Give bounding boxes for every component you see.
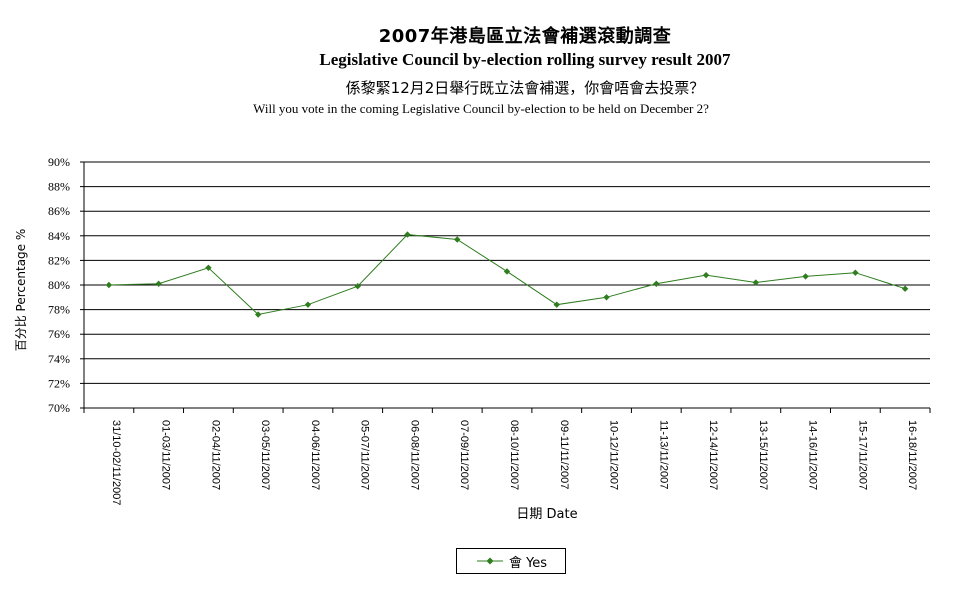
chart-subtitle-zh: 係黎緊12月2日舉行既立法會補選，你會唔會去投票？ <box>345 79 705 97</box>
data-point <box>802 273 809 280</box>
x-tick-label: 01-03/11/2007 <box>160 420 172 490</box>
y-tick-label: 70% <box>48 401 70 415</box>
y-tick-label: 82% <box>48 253 70 267</box>
x-tick-label: 12-14/11/2007 <box>707 420 719 490</box>
x-axis-title: 日期 Date <box>516 507 577 522</box>
x-tick-label: 13-15/11/2007 <box>757 420 769 490</box>
y-tick-label: 86% <box>48 204 70 218</box>
y-axis-title: 百分比 Percentage % <box>14 229 28 352</box>
x-tick-label: 14-16/11/2007 <box>807 420 819 490</box>
legend-series-label: 會 Yes <box>508 555 548 571</box>
data-point <box>901 285 909 292</box>
chart-subtitle-en: Will you vote in the coming Legislative … <box>253 101 709 116</box>
x-tick-label: 02-04/11/2007 <box>209 420 221 490</box>
chart-title-zh: 2007年港島區立法會補選滾動調查 <box>378 26 672 47</box>
legend: 會 Yes <box>456 548 566 574</box>
y-tick-label: 80% <box>48 278 70 292</box>
data-point <box>205 264 212 271</box>
data-point <box>852 269 859 276</box>
y-tick-label: 84% <box>48 229 70 243</box>
x-tick-label: 03-05/11/2007 <box>259 420 271 490</box>
y-tick-label: 88% <box>48 180 70 194</box>
data-point <box>752 279 760 286</box>
data-point <box>304 301 312 308</box>
x-tick-label: 16-18/11/2007 <box>906 420 918 490</box>
data-point <box>653 280 660 287</box>
x-tick-label: 05-07/11/2007 <box>359 420 371 490</box>
y-tick-label: 74% <box>48 352 70 366</box>
x-tick-label: 31/10-02/11/2007 <box>110 420 122 505</box>
x-tick-label: 07-09/11/2007 <box>458 420 470 490</box>
data-point <box>454 236 461 243</box>
data-point <box>404 231 411 238</box>
x-tick-label: 04-06/11/2007 <box>309 420 321 490</box>
data-point <box>702 271 710 279</box>
data-point <box>603 294 610 301</box>
data-point <box>254 311 262 318</box>
x-tick-label: 10-12/11/2007 <box>608 420 620 490</box>
data-point <box>155 280 162 287</box>
y-tick-label: 72% <box>48 376 70 390</box>
chart-title-en: Legislative Council by-election rolling … <box>319 50 731 69</box>
y-tick-label: 76% <box>48 327 70 341</box>
data-point <box>553 301 560 308</box>
x-tick-label: 09-11/11/2007 <box>558 420 570 489</box>
data-point <box>354 283 361 290</box>
x-tick-label: 08-10/11/2007 <box>508 420 520 490</box>
y-tick-label: 78% <box>48 303 70 317</box>
y-tick-label: 90% <box>48 155 70 169</box>
legend-series-marker <box>476 557 503 565</box>
data-point <box>105 281 113 289</box>
x-tick-label: 11-13/11/2007 <box>657 420 669 489</box>
x-tick-label: 15-17/11/2007 <box>856 420 868 490</box>
data-point <box>503 268 511 275</box>
x-tick-label: 06-08/11/2007 <box>408 420 420 490</box>
